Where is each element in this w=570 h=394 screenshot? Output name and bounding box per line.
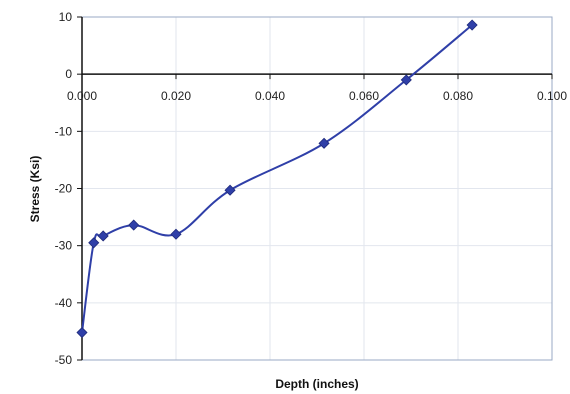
x-tick-label: 0.000 xyxy=(67,89,97,103)
data-point-marker xyxy=(170,228,182,240)
x-axis-title: Depth (inches) xyxy=(275,377,358,391)
series-line xyxy=(81,24,473,333)
axes xyxy=(77,16,553,361)
y-tick-label: -40 xyxy=(55,296,73,310)
data-point-marker xyxy=(224,184,236,196)
data-point-marker xyxy=(128,219,140,231)
y-tick-label: -20 xyxy=(55,182,73,196)
data-point-marker xyxy=(466,19,478,31)
y-tick-label: -10 xyxy=(55,124,73,138)
y-axis-title: Stress (Ksi) xyxy=(28,156,42,223)
data-point-marker xyxy=(76,326,88,339)
data-point-marker xyxy=(88,237,100,249)
tick-labels: 0.000 0.020 0.040 0.060 0.080 0.100 10 0 -10 -20 -… xyxy=(55,10,568,367)
y-tick-label: 10 xyxy=(59,10,73,24)
data-point-marker xyxy=(318,137,330,149)
x-tick-label: 0.040 xyxy=(255,89,285,103)
grid xyxy=(82,17,552,360)
data-point-marker xyxy=(400,74,412,86)
x-tick-label: 0.100 xyxy=(537,89,567,103)
y-tick-label: -50 xyxy=(55,353,73,367)
series xyxy=(76,19,478,339)
y-tick-label: 0 xyxy=(65,67,72,81)
x-tick-label: 0.080 xyxy=(443,89,473,103)
x-tick-label: 0.020 xyxy=(161,89,191,103)
y-tick-label: -30 xyxy=(55,239,73,253)
data-point-marker xyxy=(97,230,109,242)
x-tick-label: 0.060 xyxy=(349,89,379,103)
